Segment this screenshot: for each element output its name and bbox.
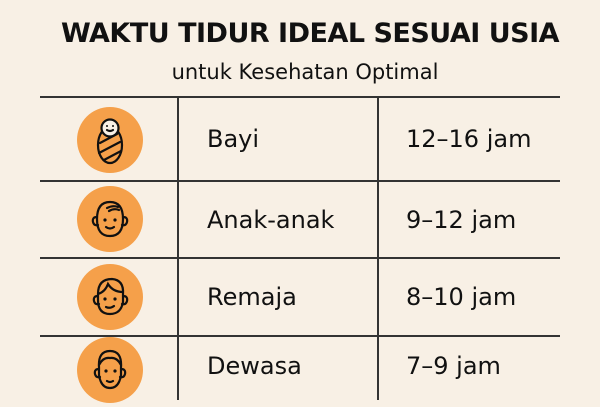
divider bbox=[40, 257, 560, 259]
adult-face-icon bbox=[77, 337, 143, 403]
swaddled-baby-icon bbox=[77, 107, 143, 173]
divider bbox=[377, 97, 379, 400]
age-group-label: Bayi bbox=[207, 125, 260, 153]
age-group-label: Anak-anak bbox=[207, 206, 335, 234]
age-group-label: Remaja bbox=[207, 283, 297, 311]
divider bbox=[40, 335, 560, 337]
sleep-duration: 9–12 jam bbox=[406, 206, 517, 234]
divider bbox=[177, 97, 179, 400]
divider bbox=[40, 96, 560, 98]
page-subtitle: untuk Kesehatan Optimal bbox=[171, 60, 439, 84]
teen-face-icon bbox=[77, 264, 143, 330]
sleep-duration: 8–10 jam bbox=[406, 283, 517, 311]
page-title: WAKTU TIDUR IDEAL SESUAI USIA bbox=[60, 18, 560, 49]
sleep-duration: 7–9 jam bbox=[406, 352, 501, 380]
sleep-duration: 12–16 jam bbox=[406, 125, 532, 153]
child-face-icon bbox=[77, 186, 143, 252]
age-group-label: Dewasa bbox=[207, 352, 302, 380]
divider bbox=[40, 180, 560, 182]
